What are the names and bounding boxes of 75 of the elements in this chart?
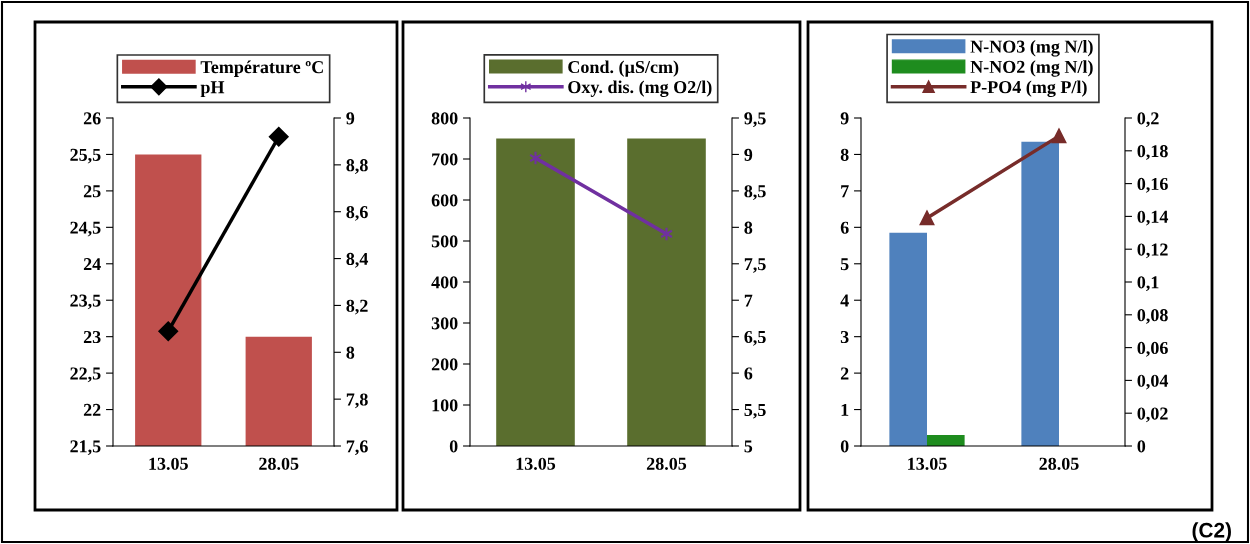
y2-tick-label: 7,6 [346,440,368,456]
y-tick-label: 4 [840,294,849,307]
x-tick-label: 13.05 [149,457,188,470]
y-tick-label: 600 [431,194,458,207]
bar [927,435,965,446]
y2-tick-label: 5 [744,440,753,453]
y-tick-label: 500 [431,235,458,248]
legend-label: N-NO2 (mg N/l) [970,60,1093,77]
y2-tick-label: 8,8 [346,159,368,174]
y-tick-label: 6 [840,221,849,234]
y2-tick-label: 7 [744,294,753,307]
y-tick-label: 22,5 [70,367,101,383]
y2-tick-label: 0,12 [1137,243,1168,259]
y-tick-label: 300 [431,317,458,330]
text: (C2) [1192,522,1231,542]
y2-tick-label: 7,8 [346,393,368,409]
y-tick-label: 1 [841,403,849,416]
y2-tick-label: 8 [744,221,753,234]
x-tick-label: 28.05 [259,457,299,470]
y2-tick-label: 0,04 [1137,374,1169,390]
y2-tick-label: 6 [744,367,753,380]
legend-label: Température ºC [200,60,323,77]
x-tick-label: 13.05 [908,457,947,470]
y2-tick-label: 8,4 [346,252,369,268]
y-tick-label: 100 [432,399,458,412]
y2-tick-label: 9 [346,112,355,125]
y2-tick-label: 5,5 [744,404,766,419]
x-tick-label: 28.05 [1039,457,1079,470]
x-tick-label: 28.05 [646,457,687,470]
y-tick-label: 24,5 [70,221,101,237]
y2-tick-label: 8 [346,346,355,359]
legend-label: Oxy. dis. (mg O2/l) [568,80,712,97]
y2-tick-label: 7,5 [744,258,766,273]
y2-tick-label: 0,06 [1137,341,1168,357]
y2-tick-label: 0,08 [1137,309,1168,324]
y2-tick-label: 9 [744,148,753,161]
bar [889,232,927,446]
y2-tick-label: 0,14 [1137,210,1169,226]
y-tick-label: 400 [431,276,458,289]
legend-label: Cond. (µS/cm) [568,60,679,77]
y-tick-label: 23,5 [70,294,101,310]
x-tick-label: 13.05 [516,457,556,470]
y2-tick-label: 0,1 [1137,276,1159,292]
y-tick-label: 21,5 [70,440,101,456]
y-tick-label: 2 [840,367,849,380]
y-tick-label: 5 [840,258,849,271]
y2-tick-label: 8,2 [346,299,368,315]
y-tick-label: 9 [840,112,849,125]
y2-tick-label: 0,2 [1137,112,1159,128]
y2-tick-label: 0,02 [1137,407,1168,423]
bar [1021,141,1059,446]
y-tick-label: 22 [83,403,101,416]
y-tick-label: 7 [841,185,849,198]
y2-tick-label: 8,6 [346,205,368,221]
y-tick-label: 3 [840,330,849,344]
y2-tick-label: 0 [1137,440,1146,453]
legend-label: N-NO3 (mg N/l) [970,40,1093,57]
y-tick-label: 700 [432,153,458,166]
y-tick-label: 23 [83,330,101,344]
y-tick-label: 25 [83,185,101,198]
y-tick-label: 26 [83,112,101,125]
y2-tick-label: 9,5 [744,112,766,128]
y2-tick-label: 6,5 [744,330,766,346]
y-tick-label: 0 [840,440,849,453]
y-tick-label: 24 [83,258,101,271]
y-tick-label: 8 [840,148,849,161]
y-tick-label: 200 [431,358,458,371]
y-tick-label: 25,5 [70,148,101,164]
y2-tick-label: 0,16 [1137,177,1168,193]
y2-tick-label: 8,5 [744,185,766,200]
y2-tick-label: 0,18 [1137,145,1168,160]
y-tick-label: 0 [449,440,458,453]
y-tick-label: 800 [431,112,458,125]
legend-label: pH [200,81,225,97]
legend-label: P-PO4 (mg P/l) [970,80,1087,97]
